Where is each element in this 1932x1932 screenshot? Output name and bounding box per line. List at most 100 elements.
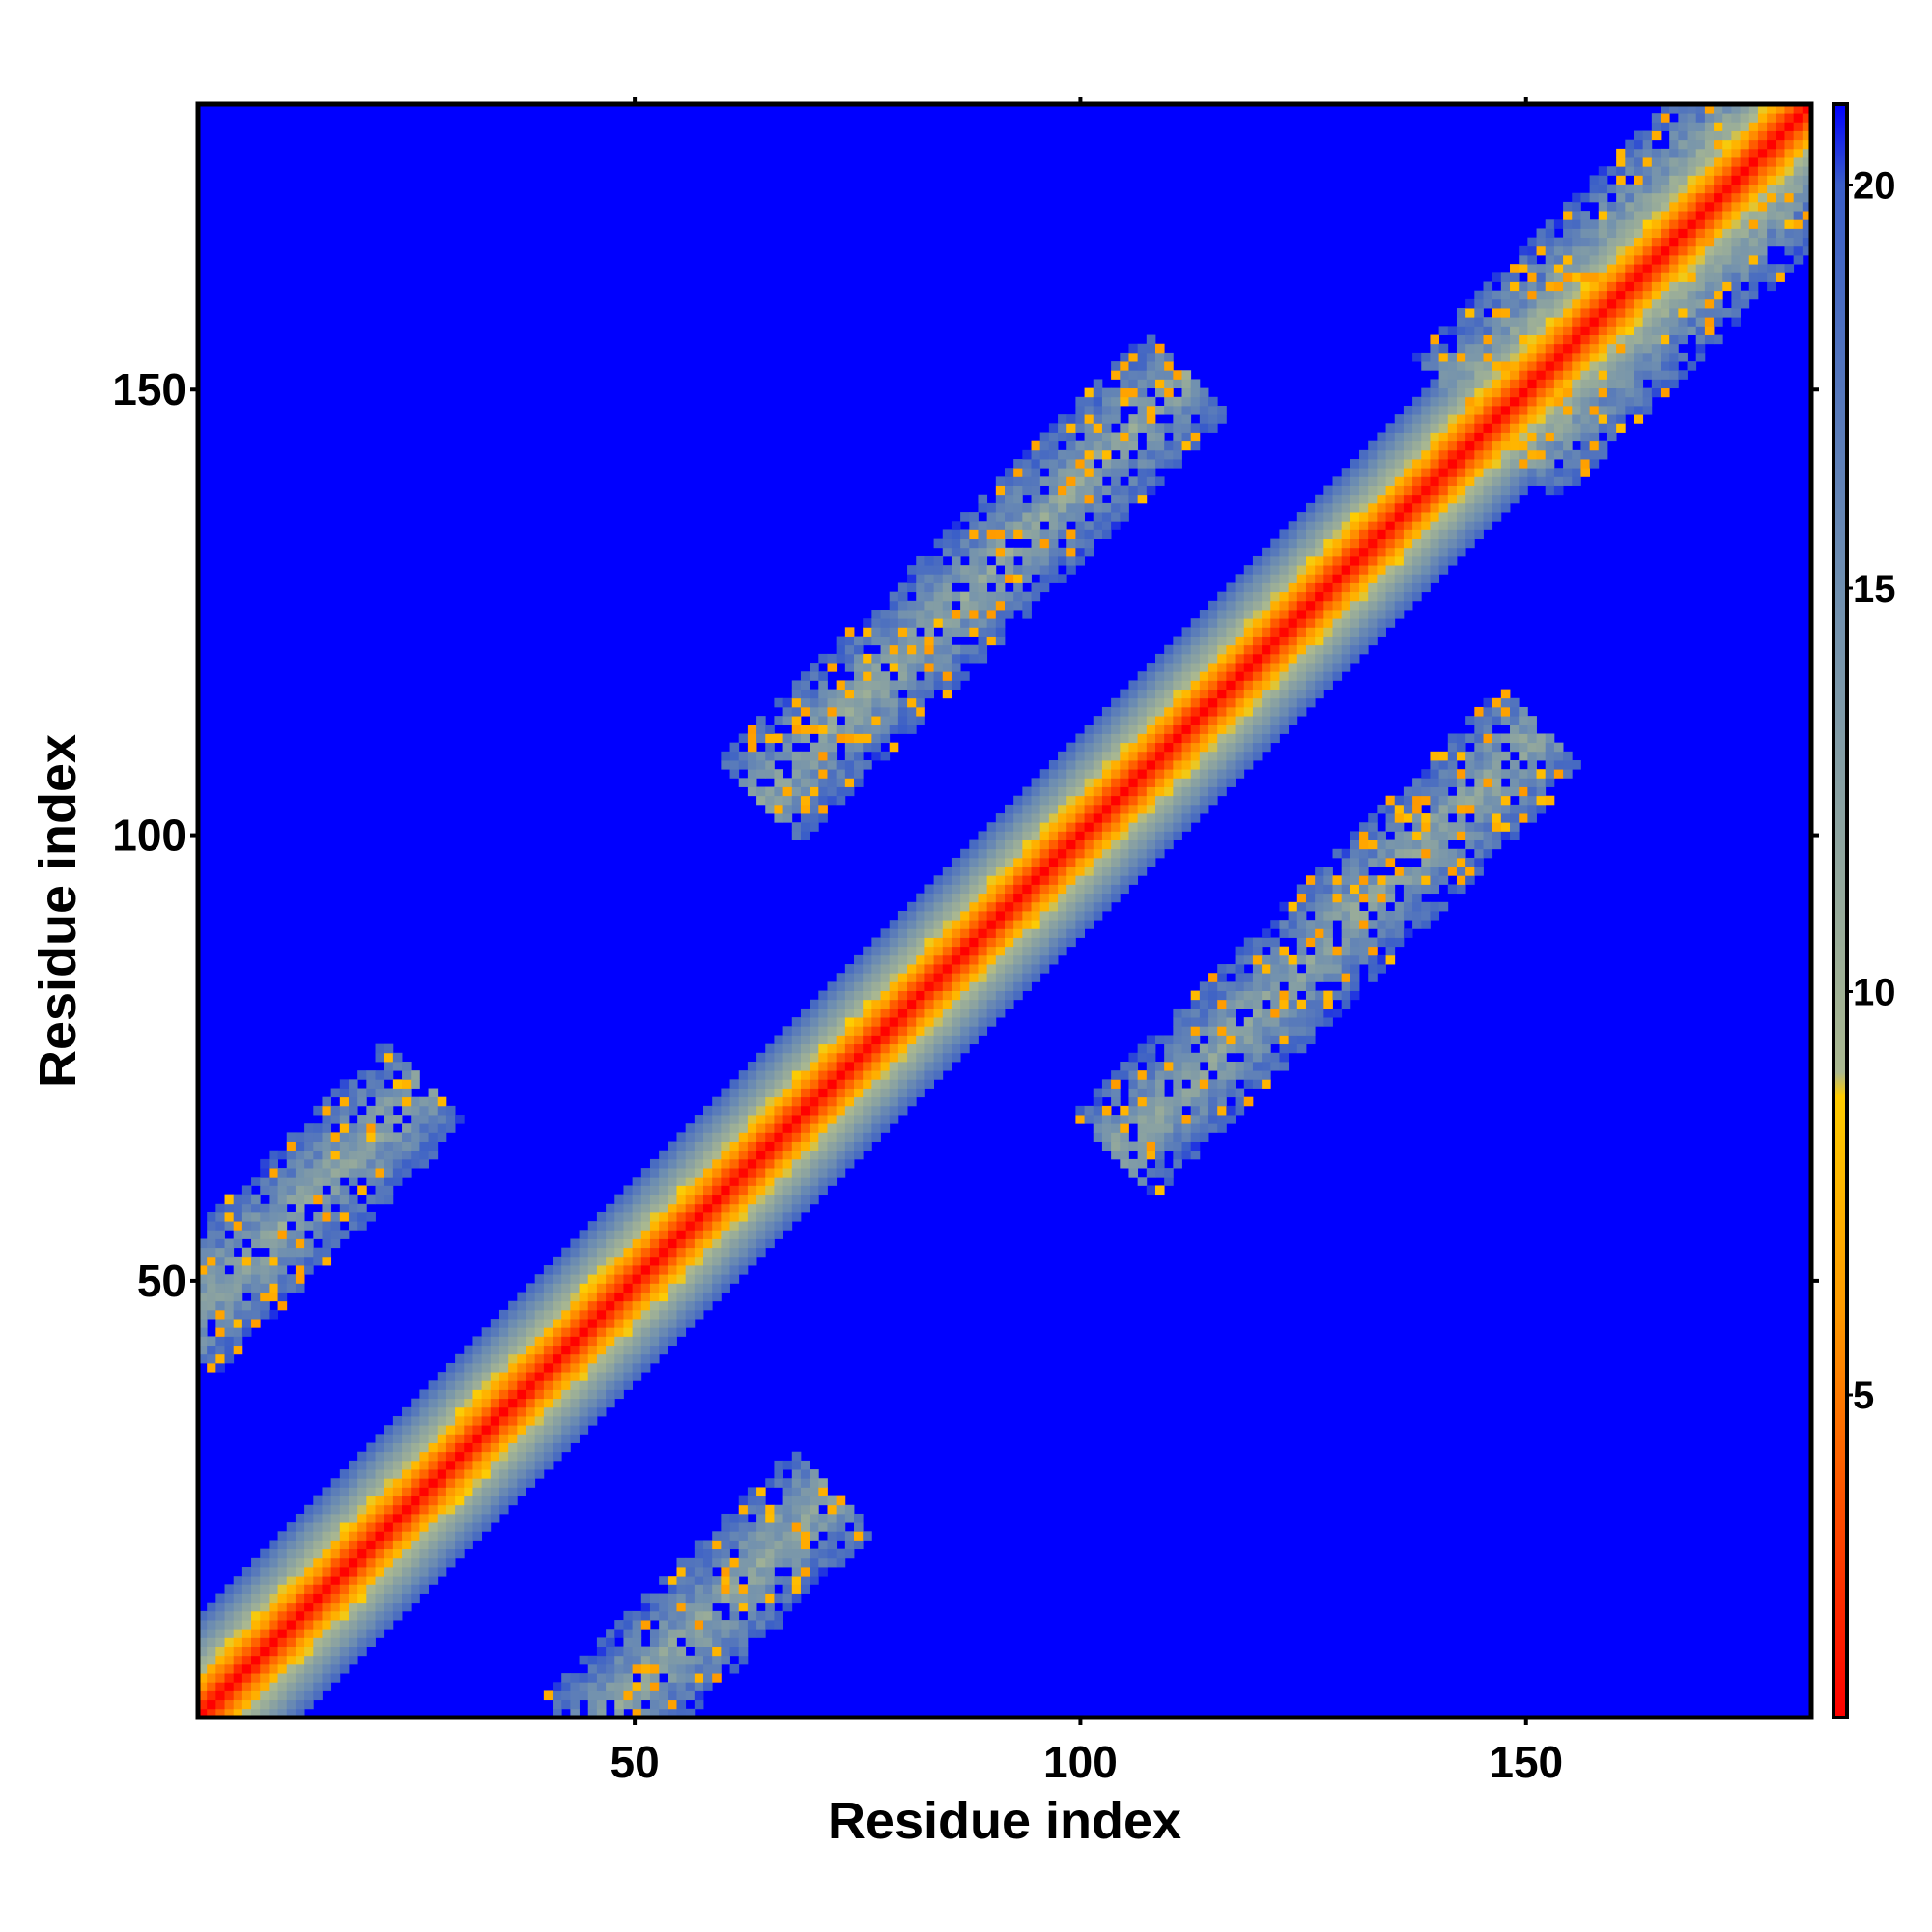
heatmap-cell bbox=[1048, 529, 1059, 540]
heatmap-cell bbox=[366, 1629, 376, 1638]
heatmap-cell bbox=[445, 1123, 456, 1133]
heatmap-cell bbox=[818, 760, 828, 770]
heatmap-cell bbox=[242, 1690, 252, 1701]
heatmap-cell bbox=[481, 1389, 492, 1400]
heatmap-cell bbox=[951, 884, 961, 895]
heatmap-cell bbox=[756, 1105, 766, 1116]
heatmap-cell bbox=[1146, 671, 1156, 681]
heatmap-cell bbox=[445, 1105, 456, 1116]
heatmap-cell bbox=[1350, 627, 1360, 637]
heatmap-cell bbox=[1005, 964, 1014, 974]
heatmap-cell bbox=[1252, 1026, 1263, 1036]
heatmap-cell bbox=[1084, 786, 1094, 797]
heatmap-cell bbox=[1013, 529, 1023, 540]
heatmap-cell bbox=[455, 1115, 465, 1124]
heatmap-cell bbox=[614, 1629, 624, 1638]
heatmap-cell bbox=[924, 574, 934, 583]
heatmap-cell bbox=[251, 1646, 261, 1657]
heatmap-cell bbox=[464, 1345, 473, 1355]
heatmap-cell bbox=[455, 1353, 465, 1364]
heatmap-cell bbox=[304, 1132, 314, 1142]
heatmap-cell bbox=[1235, 680, 1245, 691]
heatmap-cell bbox=[339, 1469, 350, 1479]
heatmap-cell bbox=[251, 1567, 261, 1577]
heatmap-cell bbox=[1039, 954, 1050, 965]
heatmap-cell bbox=[668, 1576, 677, 1585]
heatmap-cell bbox=[277, 1540, 288, 1550]
heatmap-cell bbox=[1332, 627, 1343, 637]
heatmap-cell bbox=[614, 1345, 624, 1355]
heatmap-cell bbox=[357, 1185, 367, 1196]
heatmap-cell bbox=[907, 600, 917, 611]
heatmap-cell bbox=[986, 610, 997, 619]
heatmap-cell bbox=[445, 1416, 456, 1426]
heatmap-cell bbox=[791, 1495, 802, 1506]
heatmap-cell bbox=[721, 1655, 730, 1665]
heatmap-cell bbox=[596, 1699, 607, 1710]
heatmap-cell bbox=[774, 1221, 784, 1231]
heatmap-cell bbox=[933, 893, 944, 903]
heatmap-cell bbox=[534, 1380, 545, 1390]
heatmap-cell bbox=[756, 1061, 766, 1071]
heatmap-cell bbox=[277, 1230, 288, 1239]
heatmap-cell bbox=[348, 1548, 358, 1559]
heatmap-cell bbox=[1154, 742, 1165, 753]
heatmap-cell bbox=[703, 1256, 713, 1266]
heatmap-cell bbox=[1005, 574, 1014, 583]
heatmap-cell bbox=[1164, 1123, 1174, 1133]
heatmap-cell bbox=[322, 1177, 332, 1186]
heatmap-cell bbox=[330, 1593, 341, 1604]
heatmap-cell bbox=[1190, 786, 1201, 797]
heatmap-cell bbox=[1137, 706, 1148, 717]
heatmap-cell bbox=[863, 1017, 872, 1027]
heatmap-cell bbox=[1031, 884, 1041, 895]
heatmap-cell bbox=[995, 591, 1006, 602]
heatmap-cell bbox=[960, 644, 970, 655]
heatmap-cell bbox=[1101, 387, 1112, 398]
heatmap-cell bbox=[712, 1238, 722, 1249]
heatmap-cell bbox=[1058, 901, 1067, 912]
heatmap-cell bbox=[1350, 954, 1360, 965]
heatmap-cell bbox=[827, 1079, 838, 1089]
heatmap-cell bbox=[402, 1105, 412, 1116]
heatmap-cell bbox=[1315, 901, 1324, 912]
heatmap-cell bbox=[260, 1610, 270, 1621]
heatmap-cell bbox=[1315, 494, 1324, 504]
heatmap-cell bbox=[419, 1451, 429, 1462]
heatmap-cell bbox=[800, 1576, 810, 1585]
heatmap-cell bbox=[649, 1327, 660, 1337]
heatmap-cell bbox=[481, 1487, 492, 1497]
heatmap-cell bbox=[810, 822, 819, 832]
heatmap-cell bbox=[676, 1646, 687, 1657]
heatmap-cell bbox=[1315, 867, 1324, 876]
heatmap-cell bbox=[277, 1699, 288, 1710]
heatmap-cell bbox=[871, 671, 881, 681]
heatmap-cell bbox=[1199, 733, 1209, 744]
heatmap-cell bbox=[1013, 848, 1023, 859]
heatmap-cell bbox=[800, 1035, 810, 1045]
heatmap-cell bbox=[844, 1115, 855, 1124]
heatmap-cell bbox=[606, 1256, 615, 1266]
heatmap-cell bbox=[322, 1655, 332, 1665]
heatmap-cell bbox=[1315, 1008, 1324, 1018]
heatmap-cell bbox=[810, 1017, 819, 1027]
heatmap-cell bbox=[774, 1203, 784, 1213]
heatmap-cell bbox=[897, 636, 908, 646]
heatmap-cell bbox=[827, 778, 838, 787]
heatmap-cell bbox=[1093, 795, 1103, 806]
heatmap-cell bbox=[260, 1690, 270, 1701]
heatmap-cell bbox=[402, 1425, 412, 1435]
heatmap-cell bbox=[1199, 1115, 1209, 1124]
heatmap-cell bbox=[854, 1070, 864, 1080]
heatmap-cell bbox=[721, 1548, 730, 1559]
heatmap-cell bbox=[810, 1576, 819, 1585]
heatmap-cell bbox=[348, 1203, 358, 1213]
heatmap-cell bbox=[960, 538, 970, 549]
heatmap-cell bbox=[1217, 1043, 1227, 1054]
heatmap-cells bbox=[198, 104, 1812, 1719]
heatmap-cell bbox=[668, 1300, 677, 1311]
heatmap-cell bbox=[251, 1300, 261, 1311]
heatmap-cell bbox=[1039, 964, 1050, 974]
heatmap-cell bbox=[1039, 875, 1050, 885]
heatmap-cell bbox=[782, 1026, 793, 1036]
